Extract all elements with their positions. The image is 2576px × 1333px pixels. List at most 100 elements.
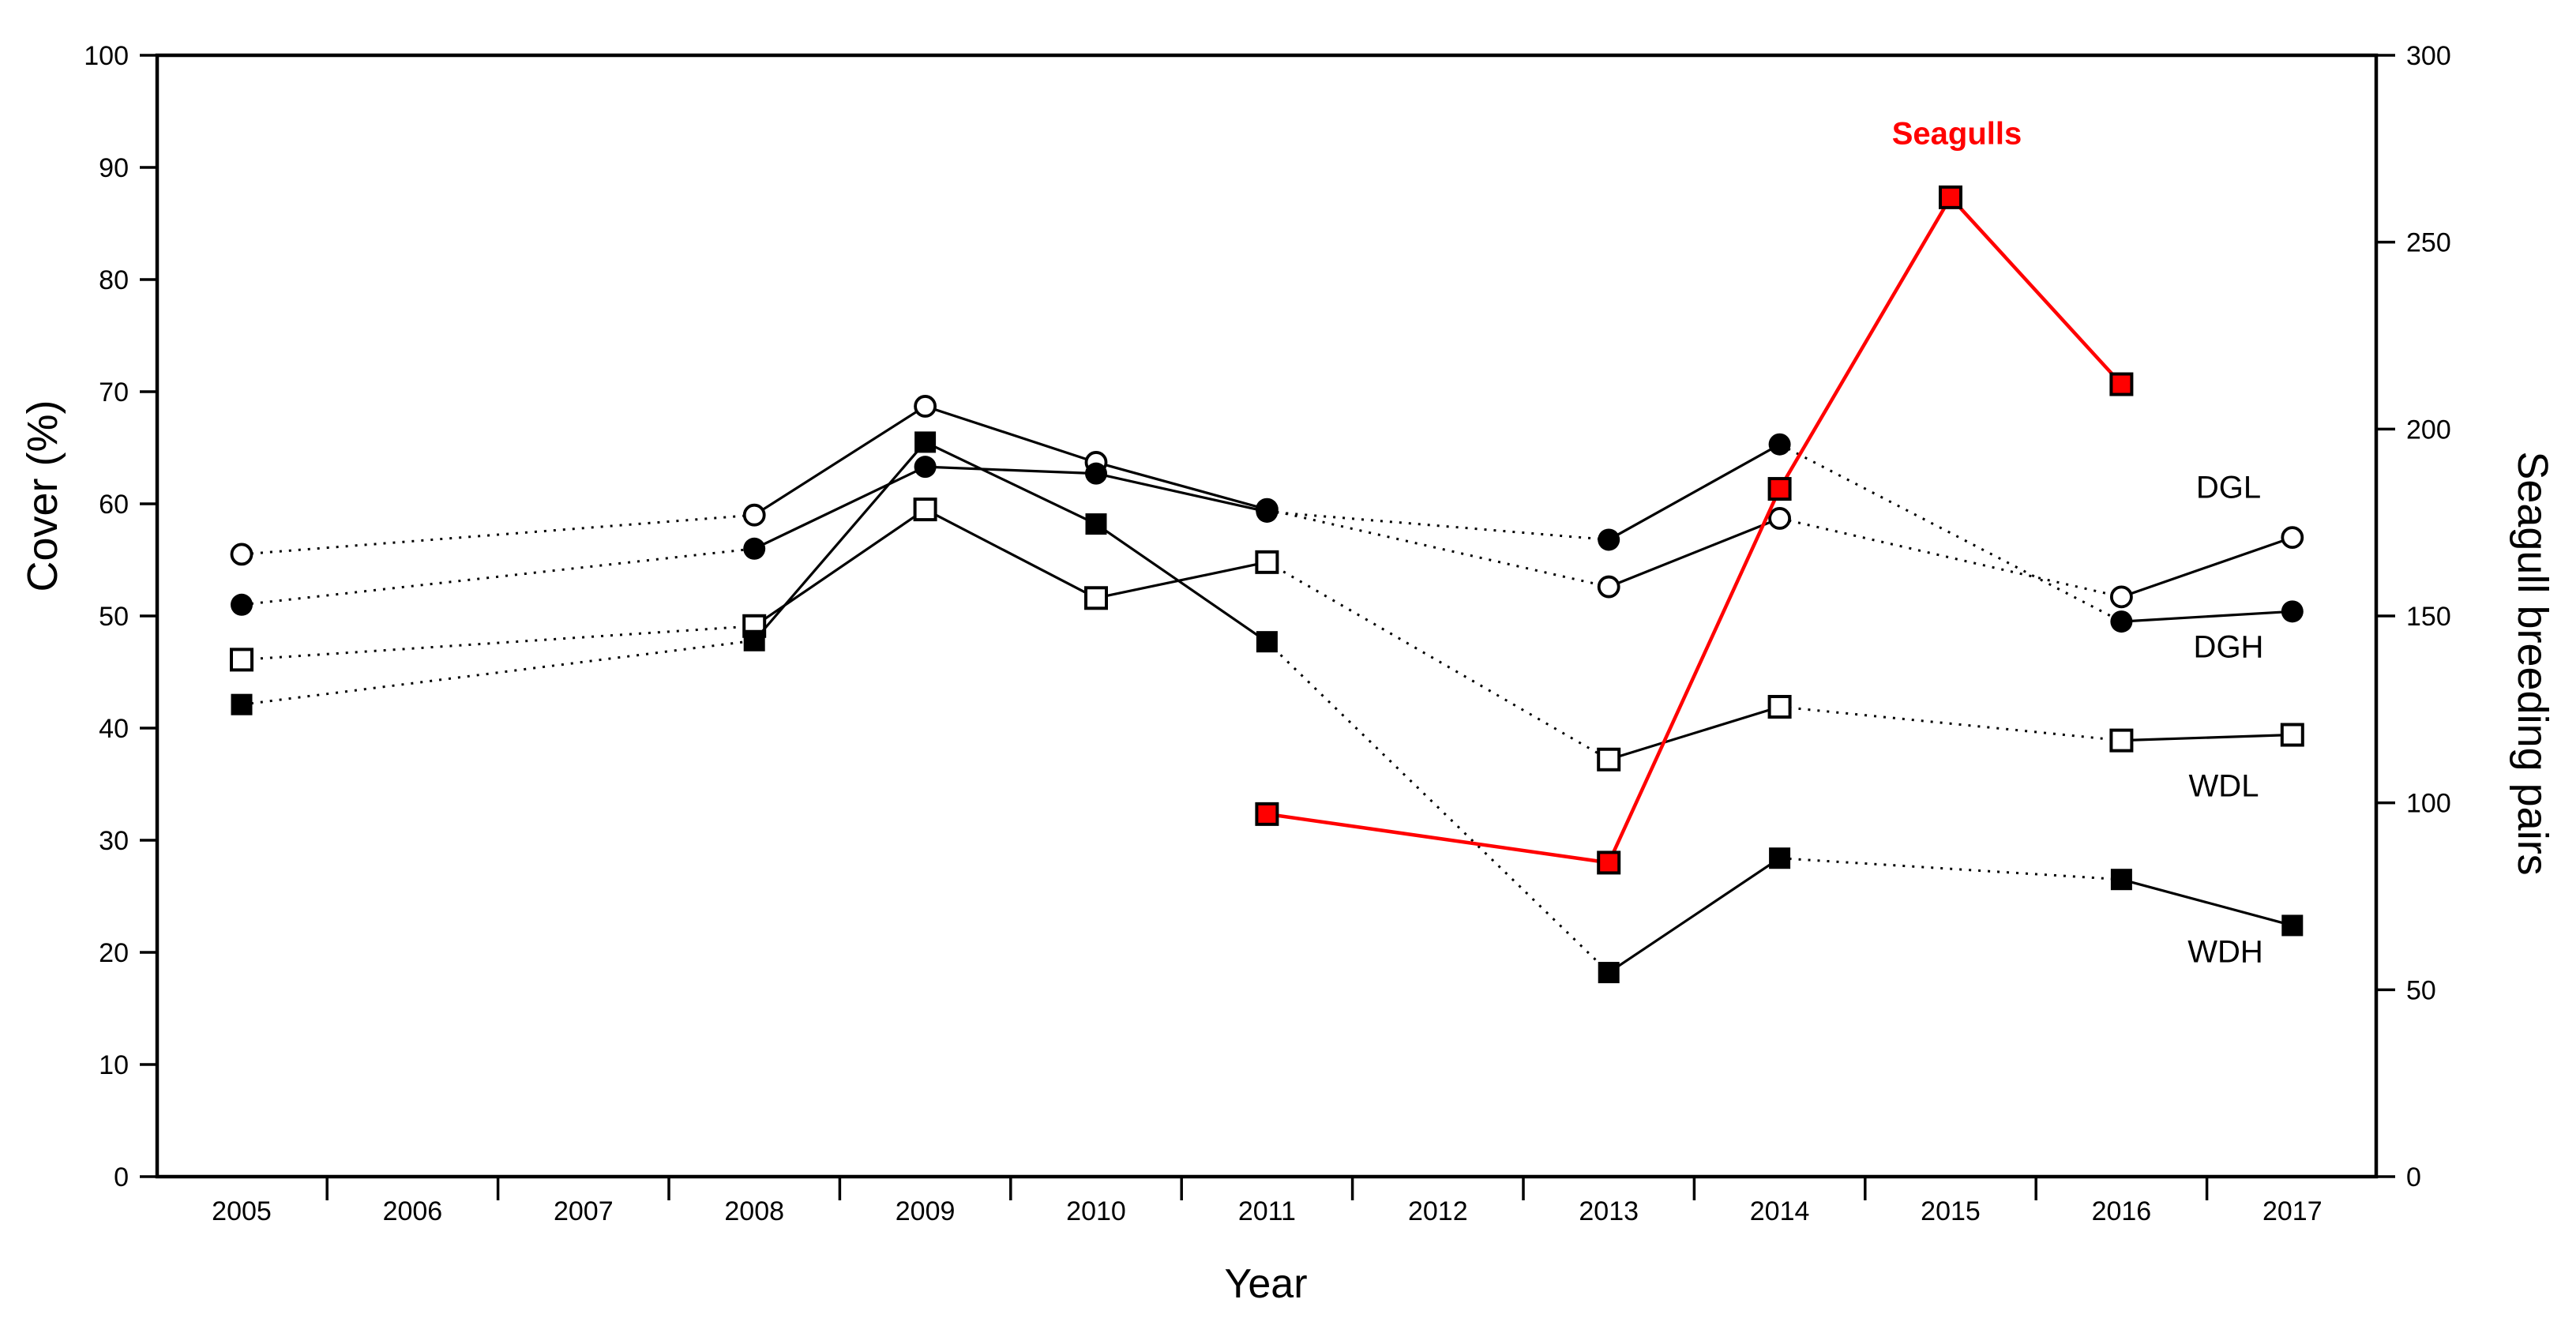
x-axis-year-label: 2011 — [1238, 1196, 1296, 1226]
left-axis-tick-label: 80 — [99, 265, 129, 295]
series-segment-dgl — [1095, 460, 1267, 511]
x-axis-year-label: 2008 — [724, 1196, 784, 1226]
x-axis-year-label: 2005 — [212, 1196, 272, 1226]
data-point-wdh-2008 — [743, 629, 765, 651]
series-wdh — [231, 431, 2304, 984]
left-axis-tick-label: 20 — [99, 938, 129, 968]
series-segment-dgh — [2121, 610, 2292, 623]
series-segment-wdl — [1266, 561, 1609, 761]
series-segment-wdl — [2121, 733, 2292, 742]
data-point-dgh-2005 — [231, 593, 253, 616]
data-point-wdh-2005 — [231, 693, 253, 715]
data-point-dgh-2014 — [1768, 433, 1791, 456]
series-segment-wdl — [1095, 561, 1267, 599]
series-label-wdl: WDL — [2188, 768, 2259, 804]
series-dgh — [231, 433, 2304, 633]
series-segment-dgh — [241, 547, 755, 606]
data-point-wdh-2013 — [1598, 962, 1620, 984]
series-label-seagulls: Seagulls — [1891, 116, 2022, 152]
left-axis-tick-label: 50 — [99, 602, 129, 632]
series-label-dgl: DGL — [2195, 470, 2262, 505]
x-axis-year-label: 2010 — [1066, 1196, 1126, 1226]
series-segment-wdh — [924, 441, 1097, 526]
series-segment-dgh — [1778, 443, 2123, 623]
series-label-wdh: WDH — [2187, 934, 2263, 970]
x-axis-year-label: 2017 — [2262, 1196, 2323, 1226]
right-axis-tick-label: 250 — [2406, 228, 2451, 258]
data-point-wdl-2010 — [1084, 586, 1108, 610]
x-axis-year-label: 2007 — [554, 1196, 614, 1226]
data-point-wdh-2017 — [2281, 914, 2304, 937]
data-point-wdl-2005 — [230, 648, 253, 672]
series-segment-wdh — [241, 639, 755, 706]
series-segment-dgl — [241, 513, 755, 556]
data-point-seagulls-2013 — [1597, 850, 1621, 875]
series-segment-wdl — [241, 625, 755, 661]
data-point-seagulls-2014 — [1767, 477, 1792, 501]
series-label-dgh: DGH — [2193, 629, 2264, 665]
right-axis-tick-label: 300 — [2406, 41, 2451, 71]
left-axis-tick-label: 60 — [99, 490, 129, 520]
right-axis-tick-label: 0 — [2406, 1162, 2421, 1192]
data-point-wdl-2016 — [2109, 728, 2134, 753]
left-axis-tick-label: 30 — [99, 826, 129, 856]
data-point-dgl-2014 — [1768, 507, 1792, 530]
x-axis-year-label: 2016 — [2092, 1196, 2152, 1226]
x-axis-year-label: 2012 — [1408, 1196, 1468, 1226]
data-point-wdh-2009 — [914, 431, 937, 453]
data-point-wdl-2014 — [1767, 695, 1792, 719]
series-segment-seagulls — [1267, 812, 1609, 865]
x-axis-year-label: 2009 — [896, 1196, 956, 1226]
data-point-wdh-2010 — [1085, 513, 1107, 535]
data-point-seagulls-2015 — [1939, 185, 1962, 209]
x-axis-title: Year — [1224, 1261, 1308, 1307]
data-point-seagulls-2011 — [1255, 802, 1279, 826]
series-segment-wdh — [753, 441, 926, 642]
right-axis-tick-label: 150 — [2406, 602, 2451, 632]
data-point-seagulls-2016 — [2109, 372, 2134, 396]
x-axis-year-label: 2013 — [1579, 1196, 1639, 1226]
series-segment-dgh — [753, 465, 926, 550]
left-axis-tick-label: 10 — [99, 1050, 129, 1080]
left-axis-title: Cover (%) — [19, 400, 66, 592]
series-segment-dgh — [1608, 443, 1781, 541]
data-point-dgh-2017 — [2281, 600, 2304, 623]
data-point-dgl-2016 — [2109, 585, 2133, 609]
series-seagulls — [1255, 185, 2134, 875]
series-segment-dgl — [925, 404, 1097, 464]
data-point-dgh-2013 — [1598, 528, 1620, 551]
series-segment-wdl — [1608, 705, 1781, 761]
left-axis-tick-label: 40 — [99, 714, 129, 744]
right-axis-tick-label: 50 — [2406, 975, 2436, 1005]
data-point-dgh-2009 — [914, 456, 937, 479]
x-axis-year-label: 2014 — [1750, 1196, 1810, 1226]
right-axis-title: Seagull breeding pairs — [2509, 451, 2556, 876]
series-segment-wdl — [753, 508, 926, 628]
series-segment-dgl — [1779, 516, 2122, 599]
series-segment-wdl — [924, 508, 1097, 599]
series-segment-wdh — [2120, 878, 2293, 927]
series-segment-seagulls — [1949, 196, 2124, 386]
series-segment-seagulls — [1778, 196, 1952, 490]
series-segment-dgh — [1095, 472, 1267, 513]
series-segment-dgl — [2120, 536, 2293, 599]
left-axis-tick-label: 90 — [99, 153, 129, 183]
series-segment-dgh — [925, 465, 1097, 475]
series-segment-dgl — [1267, 508, 1609, 588]
series-segment-dgl — [1608, 516, 1781, 588]
series-segment-dgl — [753, 405, 926, 516]
plot-frame — [155, 53, 2379, 1179]
right-axis-tick-label: 200 — [2406, 415, 2451, 445]
series-segment-seagulls — [1607, 488, 1782, 864]
series-segment-dgh — [1267, 510, 1609, 541]
data-point-dgl-2008 — [742, 503, 766, 527]
data-point-dgh-2016 — [2110, 610, 2133, 633]
left-axis-tick-label: 100 — [84, 41, 129, 71]
series-segment-wdh — [1266, 640, 1610, 974]
right-axis-tick-label: 100 — [2406, 789, 2451, 819]
x-axis-year-label: 2015 — [1921, 1196, 1981, 1226]
data-point-wdh-2016 — [2110, 869, 2132, 891]
left-axis-tick-label: 70 — [99, 377, 129, 407]
